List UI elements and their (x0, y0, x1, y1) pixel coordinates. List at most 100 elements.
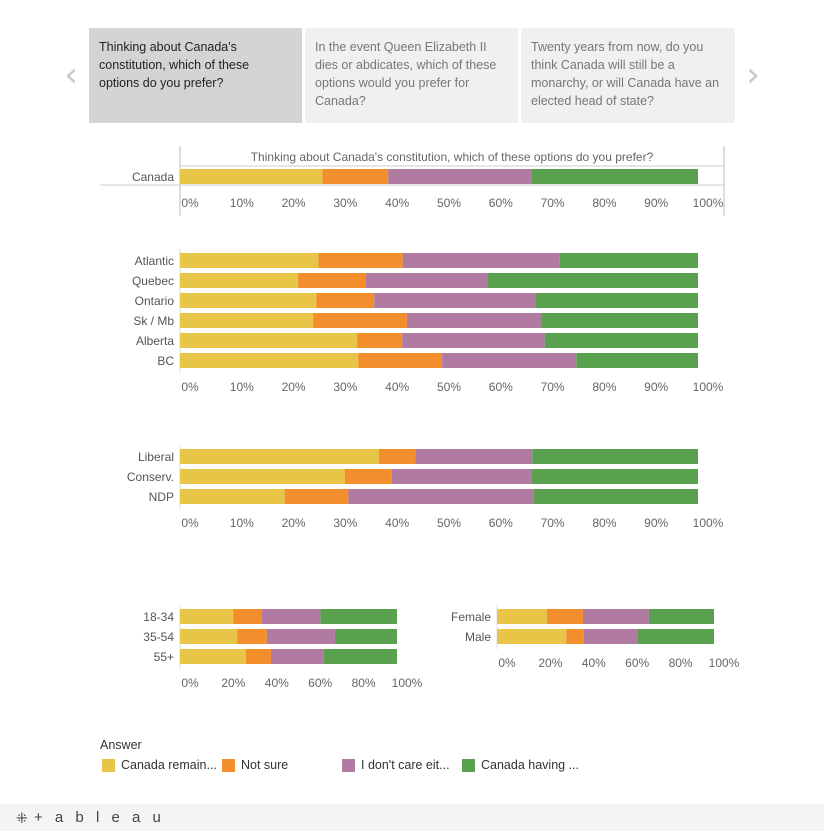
tick-label: 60% (625, 656, 649, 670)
tick-label: 90% (644, 196, 668, 210)
bar-segment (180, 313, 314, 328)
bar-segment (559, 253, 698, 268)
bar-segment (566, 629, 584, 644)
bar-segment (180, 293, 317, 308)
tab-queen-event[interactable]: In the event Queen Elizabeth II dies or … (305, 28, 518, 123)
bar-segment (415, 449, 533, 464)
category-label: 18-34 (143, 610, 174, 624)
bar-segment (541, 313, 698, 328)
tick-label: 80% (352, 676, 376, 690)
bar-segment (535, 293, 698, 308)
bar-segment (442, 353, 577, 368)
tick-label: 30% (333, 196, 357, 210)
tick-label: 100% (392, 676, 423, 690)
tab-label: Twenty years from now, do you think Cana… (531, 40, 720, 108)
bar-segment (284, 489, 349, 504)
bar-segment (533, 489, 698, 504)
tick-label: 0% (498, 656, 516, 670)
bar-segment (322, 169, 389, 184)
legend-label: Not sure (241, 758, 289, 772)
bar-segment (344, 469, 392, 484)
tick-label: 0% (181, 516, 199, 530)
bar-segment (180, 609, 234, 624)
category-label: Sk / Mb (133, 314, 174, 328)
bar-segment (531, 169, 698, 184)
tick-label: 50% (437, 196, 461, 210)
tick-label: 100% (709, 656, 740, 670)
bar-segment (532, 449, 698, 464)
bar-segment (298, 273, 366, 288)
legend-item-remain[interactable]: Canada remain... (102, 758, 222, 774)
bar-segment (180, 449, 379, 464)
next-arrow-button[interactable]: › (743, 58, 763, 94)
bar-segment (374, 293, 536, 308)
bar-segment (583, 629, 638, 644)
tick-label: 10% (230, 380, 254, 394)
bar-segment (180, 273, 299, 288)
tick-label: 50% (437, 380, 461, 394)
tick-label: 30% (333, 516, 357, 530)
category-label: NDP (149, 490, 174, 504)
bar-segment (180, 353, 359, 368)
bar-segment (323, 649, 397, 664)
category-label: Male (465, 630, 491, 644)
tick-label: 80% (592, 516, 616, 530)
bar-segment (391, 469, 532, 484)
bar-segment (497, 609, 547, 624)
bar-segment (266, 629, 335, 644)
tick-label: 40% (385, 380, 409, 394)
footer-bar: ⁜ + a b l e a u (0, 804, 824, 831)
tick-label: 70% (541, 196, 565, 210)
tick-label: 70% (541, 516, 565, 530)
bar-segment (487, 273, 698, 288)
tick-label: 40% (265, 676, 289, 690)
tick-label: 100% (693, 380, 724, 394)
chart-title: Thinking about Canada's constitution, wh… (251, 150, 654, 164)
tableau-brand[interactable]: + a b l e a u (34, 809, 165, 826)
category-label: 55+ (154, 650, 174, 664)
legend-label: Canada having ... (481, 758, 579, 772)
prev-arrow-button[interactable]: ‹ (61, 58, 81, 94)
bar-segment (316, 293, 375, 308)
bar-segment (357, 333, 403, 348)
bar-segment (348, 489, 534, 504)
legend-label: I don't care eit... (361, 758, 450, 772)
tick-label: 80% (592, 380, 616, 394)
tick-label: 0% (181, 196, 199, 210)
bar-segment (531, 469, 698, 484)
bar-segment (180, 489, 285, 504)
bar-segment (320, 609, 397, 624)
bar-segment (180, 169, 323, 184)
tick-label: 20% (282, 196, 306, 210)
bar-segment (582, 609, 649, 624)
bar-segment (334, 629, 397, 644)
tick-label: 60% (489, 196, 513, 210)
tab-constitution[interactable]: Thinking about Canada's constitution, wh… (89, 28, 302, 123)
tick-label: 50% (437, 516, 461, 530)
legend-item-dont-care[interactable]: I don't care eit... (342, 758, 462, 774)
bar-segment (180, 333, 358, 348)
tick-label: 0% (181, 676, 199, 690)
bar-segment (378, 449, 416, 464)
category-label: Atlantic (135, 254, 174, 268)
tick-label: 10% (230, 516, 254, 530)
bar-segment (180, 649, 246, 664)
bar-segment (180, 469, 345, 484)
tick-label: 70% (541, 380, 565, 394)
legend-title: Answer (100, 738, 142, 752)
chevron-left-icon: ‹ (64, 55, 78, 95)
category-label: Quebec (132, 274, 174, 288)
tab-twenty-years[interactable]: Twenty years from now, do you think Cana… (521, 28, 735, 123)
tick-label: 90% (644, 380, 668, 394)
tick-label: 30% (333, 380, 357, 394)
legend-swatch (462, 759, 475, 772)
tick-label: 20% (282, 380, 306, 394)
chart-area: Thinking about Canada's constitution, wh… (100, 146, 740, 690)
bar-segment (544, 333, 698, 348)
legend-item-not-sure[interactable]: Not sure (222, 758, 332, 774)
bar-segment (497, 629, 567, 644)
category-label: Canada (132, 170, 174, 184)
legend-item-having[interactable]: Canada having ... (462, 758, 582, 774)
tab-label: In the event Queen Elizabeth II dies or … (315, 40, 497, 108)
bar-segment (402, 253, 560, 268)
